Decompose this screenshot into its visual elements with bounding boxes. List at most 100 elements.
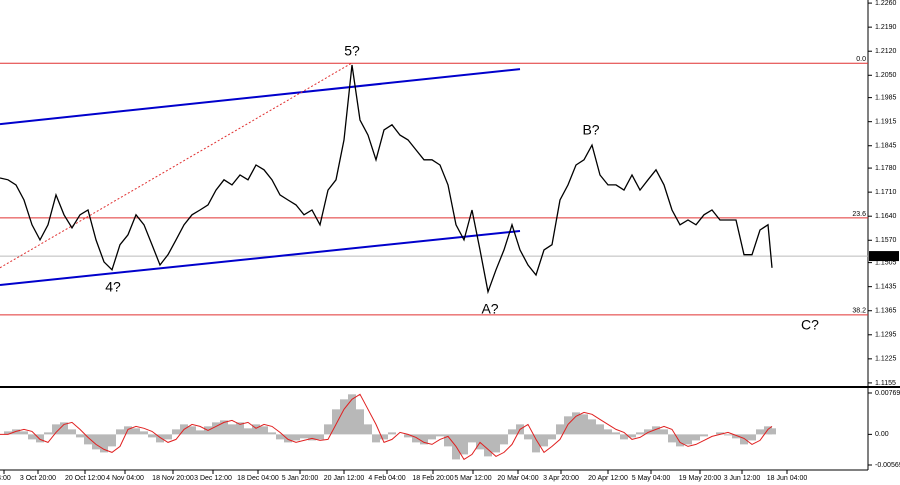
wave-label: C?	[801, 317, 819, 333]
osc-bar	[292, 434, 300, 441]
y-tick-label: 1.1570	[875, 237, 897, 244]
osc-bar	[676, 434, 684, 447]
y-tick-label: 1.1295	[875, 332, 897, 339]
osc-bar	[572, 412, 580, 435]
y-tick-label: 1.1780	[875, 165, 897, 172]
osc-bar	[76, 434, 84, 438]
osc-bar	[380, 434, 388, 440]
osc-bar	[188, 426, 196, 435]
osc-bar	[4, 431, 12, 435]
osc-bar	[364, 424, 372, 435]
x-tick-label: 5 Mar 12:00	[454, 475, 491, 482]
osc-bar	[100, 434, 108, 453]
osc-bar	[20, 431, 28, 435]
osc-bar	[300, 434, 308, 439]
x-tick-label: 4 Feb 04:00	[368, 475, 405, 482]
y-tick-label: 1.2120	[875, 48, 897, 55]
osc-bar	[412, 434, 420, 443]
osc-bar	[524, 434, 532, 440]
osc-bar	[620, 434, 628, 440]
osc-bar	[276, 434, 284, 440]
wave-label: 4?	[105, 279, 121, 295]
osc-bar	[468, 434, 476, 443]
osc-bar	[636, 432, 644, 435]
osc-bar	[84, 434, 92, 445]
y-tick-label: 1.1365	[875, 308, 897, 315]
osc-bar	[348, 394, 356, 435]
osc-bar	[324, 424, 332, 435]
osc-bar	[444, 434, 452, 447]
osc-bar	[308, 434, 316, 441]
wave-label: B?	[582, 122, 599, 138]
osc-signal-line	[0, 393, 773, 461]
x-tick-label: 18 Jun 04:00	[767, 475, 808, 482]
osc-bar	[60, 422, 68, 435]
osc-bar	[732, 434, 740, 439]
y-tick-label: 1.1985	[875, 94, 897, 101]
price-line	[0, 64, 773, 295]
y-tick-label: 1.2050	[875, 72, 897, 79]
osc-bar	[164, 434, 172, 440]
osc-bar	[44, 432, 52, 435]
osc-bar	[140, 431, 148, 435]
x-tick-label: 20 Mar 04:00	[497, 475, 538, 482]
osc-bar	[540, 434, 548, 447]
osc-bar	[748, 434, 756, 441]
y-tick-label: 1.2190	[875, 24, 897, 31]
osc-bar	[404, 434, 412, 438]
trendline	[0, 68, 521, 126]
osc-bar	[108, 434, 116, 447]
y-tick-label: 0.00769	[875, 390, 900, 397]
y-tick-label: 1.1505	[875, 259, 897, 266]
osc-bar	[428, 434, 436, 440]
osc-bar	[388, 432, 396, 435]
osc-bar	[172, 429, 180, 435]
x-tick-label: 3 Apr 20:00	[543, 475, 579, 482]
osc-bar	[28, 434, 36, 440]
osc-bar	[768, 428, 776, 435]
osc-bar	[484, 434, 492, 457]
osc-bar	[244, 428, 252, 435]
osc-bar	[548, 434, 556, 440]
osc-bar	[500, 434, 508, 445]
x-tick-label: 20 Apr 12:00	[588, 475, 628, 482]
osc-bar	[156, 434, 164, 443]
osc-bar	[36, 434, 44, 443]
osc-bar	[492, 434, 500, 453]
osc-bar	[252, 424, 260, 435]
osc-bar	[356, 409, 364, 435]
osc-bar	[692, 434, 700, 441]
osc-bar	[700, 434, 708, 437]
osc-bar	[508, 429, 516, 435]
osc-bar	[580, 414, 588, 435]
osc-bar	[220, 420, 228, 435]
trendline	[0, 229, 521, 286]
y-tick-label: 0.00	[875, 431, 889, 438]
osc-bar	[268, 432, 276, 435]
osc-bar	[532, 434, 540, 453]
osc-bar	[612, 432, 620, 435]
osc-bar	[460, 434, 468, 455]
x-tick-label: 18 Dec 04:00	[237, 475, 279, 482]
osc-bar	[236, 422, 244, 435]
osc-bar	[668, 434, 676, 443]
x-tick-label: 20 Jan 12:00	[324, 475, 365, 482]
osc-bar	[660, 429, 668, 435]
x-tick-label: 3 Dec 12:00	[194, 475, 232, 482]
osc-bar	[212, 422, 220, 435]
osc-bar	[596, 424, 604, 435]
y-tick-label: 1.2260	[875, 0, 897, 7]
y-tick-label: 1.1710	[875, 189, 897, 196]
x-tick-label: 4:00	[0, 475, 11, 482]
fib-level-label: 0.0	[856, 56, 866, 63]
osc-bar	[436, 434, 444, 437]
y-tick-label: -0.00569	[875, 462, 900, 469]
osc-bar	[716, 432, 724, 435]
fib-level-label: 38.2	[852, 308, 866, 315]
osc-bar	[340, 399, 348, 435]
osc-bar	[196, 430, 204, 435]
osc-bar	[132, 428, 140, 435]
x-tick-label: 5 Jan 20:00	[282, 475, 319, 482]
